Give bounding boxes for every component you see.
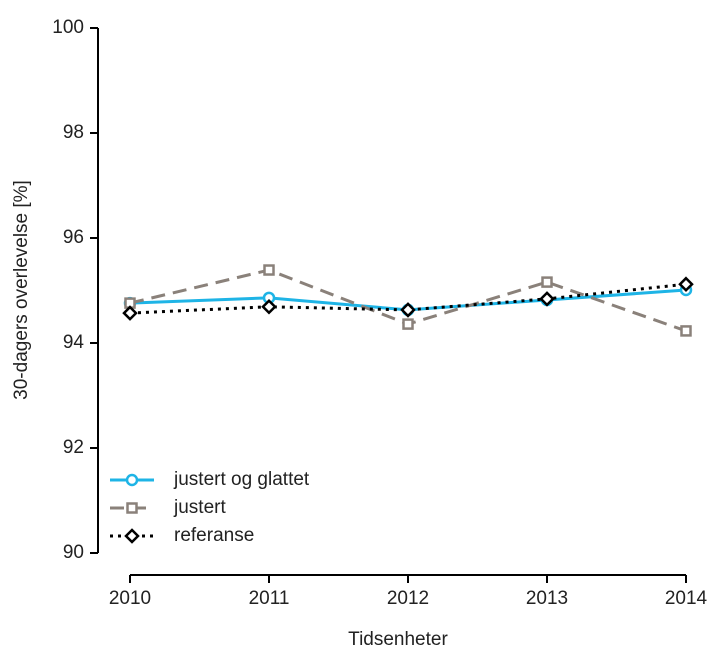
point <box>541 276 553 288</box>
point <box>678 276 694 292</box>
point <box>400 302 416 318</box>
series-line <box>129 282 687 315</box>
y-tick-label: 90 <box>63 542 84 563</box>
legend-label: referanse <box>174 525 254 546</box>
x-tick-label: 2012 <box>387 588 429 609</box>
x-tick-label: 2013 <box>526 588 568 609</box>
legend-label: justert <box>173 497 226 518</box>
y-axis-label: 30-dagers overlevelse [%] <box>11 180 32 400</box>
y-tick-label: 98 <box>63 122 84 143</box>
legend-marker <box>125 473 139 487</box>
x-tick-label: 2011 <box>249 588 290 609</box>
legend-marker <box>124 528 140 544</box>
point <box>680 325 692 337</box>
point <box>402 318 414 330</box>
point <box>261 299 277 315</box>
legend-label: justert og glattet <box>173 469 310 490</box>
point <box>122 305 138 321</box>
x-tick-label: 2014 <box>665 588 708 609</box>
y-tick-label: 100 <box>52 17 84 38</box>
y-tick-label: 96 <box>63 227 84 248</box>
point <box>263 264 275 276</box>
y-tick-label: 92 <box>63 437 84 458</box>
point <box>539 291 555 307</box>
legend-marker <box>126 502 138 514</box>
y-tick-label: 94 <box>63 332 85 353</box>
x-tick-label: 2010 <box>109 588 151 609</box>
x-axis-label: Tidsenheter <box>348 629 448 650</box>
